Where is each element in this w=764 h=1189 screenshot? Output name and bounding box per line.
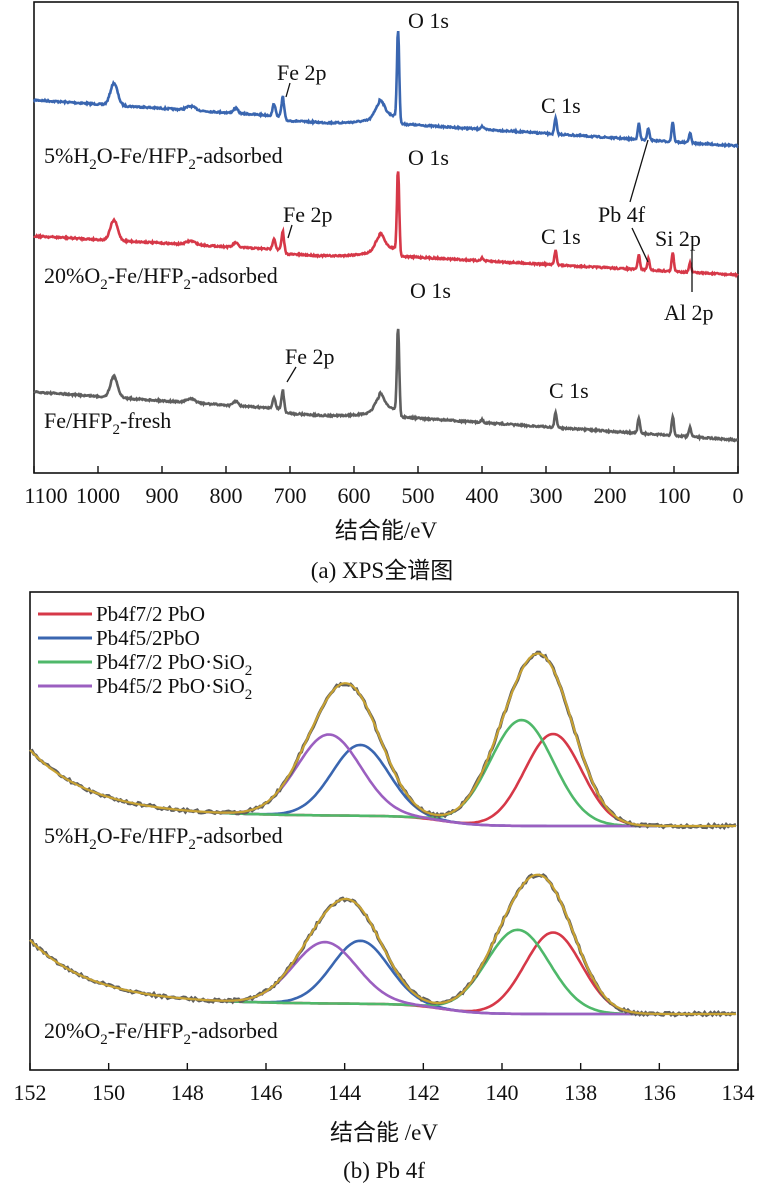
panel-b-x-axis-title: 结合能 /eV	[330, 1120, 438, 1145]
panel-b-x-tick-label: 144	[328, 1080, 361, 1105]
panel-a-x-tick-label: 500	[402, 483, 435, 508]
panel-a-series-line-2	[33, 171, 739, 279]
panel-a-leader-line-2	[287, 224, 293, 239]
panel-b-component-line-1-3	[206, 718, 658, 828]
panel-a-x-tick-label: 0	[733, 483, 744, 508]
panel-a-sample-label-3: Fe/HFP2-fresh	[44, 408, 171, 438]
panel-b-x-tick-label: 138	[564, 1080, 597, 1105]
panel-a-peak-label-11: Fe 2p	[285, 344, 335, 369]
panel-b-x-tick-label: 152	[14, 1080, 47, 1105]
panel-a-peak-label-4: O 1s	[408, 145, 449, 170]
panel-b-caption: (b) Pb 4f	[343, 1158, 425, 1183]
panel-a-x-tick-label: 900	[146, 483, 179, 508]
panel-a-survey: O 1s Fe 2p C 1s O 1s Fe 2p C 1s Pb 4f Si 2p Al 2…	[24, 1, 744, 583]
panel-a-sample-label-1: 5%H2O-Fe/HFP2-adsorbed	[44, 143, 283, 173]
panel-b-sample-label-1: 5%H2O-Fe/HFP2-adsorbed	[44, 823, 283, 853]
panel-a-x-tick-label: 100	[658, 483, 691, 508]
panel-a-x-tick-label: 600	[338, 483, 371, 508]
panel-b-component-line-1-4	[206, 733, 658, 828]
panel-b-legend-entry-3: Pb4f7/2 PbO·SiO2	[96, 650, 252, 679]
panel-b-envelope-line-1	[29, 652, 736, 828]
panel-a-peak-label-3: C 1s	[541, 93, 581, 118]
panel-b-x-tick-label: 146	[250, 1080, 283, 1105]
panel-b-legend-entry-1: Pb4f7/2 PbO	[96, 602, 205, 626]
panel-a-peak-label-7: Pb 4f	[598, 202, 646, 227]
panel-a-sample-label-2: 20%O2-Fe/HFP2-adsorbed	[44, 263, 278, 293]
panel-b-sample-label-2: 20%O2-Fe/HFP2-adsorbed	[44, 1018, 278, 1048]
panel-b-legend-entry-2: Pb4f5/2PbO	[96, 626, 200, 650]
panel-b-envelope-line-2	[29, 873, 736, 1016]
panel-b-component-line-2-3	[206, 928, 658, 1016]
panel-a-x-axis-title: 结合能/eV	[335, 518, 438, 543]
panel-a-peak-label-2: Fe 2p	[277, 60, 327, 85]
panel-a-peak-label-1: O 1s	[408, 8, 449, 33]
panel-a-x-tick-label: 700	[274, 483, 307, 508]
panel-a-peak-label-5: Fe 2p	[283, 202, 333, 227]
panel-a-leader-line-5	[631, 227, 649, 263]
panel-a-leader-line-4	[629, 139, 649, 203]
panel-a-x-tick-label: 300	[530, 483, 563, 508]
panel-b-x-tick-label: 148	[171, 1080, 204, 1105]
panel-a-peak-label-9: Al 2p	[664, 300, 714, 325]
panel-a-x-tick-label: 1100	[24, 483, 67, 508]
panel-b-x-tick-label: 142	[407, 1080, 440, 1105]
panel-a-series-line-3	[33, 328, 738, 443]
panel-b-x-tick-label: 140	[486, 1080, 519, 1105]
panel-a-peak-label-8: Si 2p	[655, 226, 701, 251]
panel-b-x-tick-label: 134	[722, 1080, 755, 1105]
panel-a-x-tick-label: 200	[594, 483, 627, 508]
panel-a-caption: (a) XPS全谱图	[311, 558, 453, 583]
panel-b-x-tick-label: 136	[643, 1080, 676, 1105]
panel-a-series-line-1	[32, 30, 739, 149]
panel-b-pb4f: 5%H2O-Fe/HFP2-adsorbed 20%O2-Fe/HFP2-adso…	[14, 591, 755, 1183]
panel-a-leader-line-1	[285, 82, 291, 98]
panel-a-peak-label-6: C 1s	[541, 224, 581, 249]
panel-a-x-tick-label: 800	[210, 483, 243, 508]
panel-b-legend-entry-4: Pb4f5/2 PbO·SiO2	[96, 674, 252, 703]
panel-b-x-tick-label: 150	[92, 1080, 125, 1105]
panel-a-x-tick-label: 400	[466, 483, 499, 508]
panel-a-peak-label-12: C 1s	[549, 378, 589, 403]
panel-a-peak-label-10: O 1s	[410, 278, 451, 303]
panel-b-plot-frame	[29, 591, 739, 1071]
panel-a-x-tick-label: 1000	[76, 483, 120, 508]
panel-a-leader-line-3	[286, 366, 297, 383]
